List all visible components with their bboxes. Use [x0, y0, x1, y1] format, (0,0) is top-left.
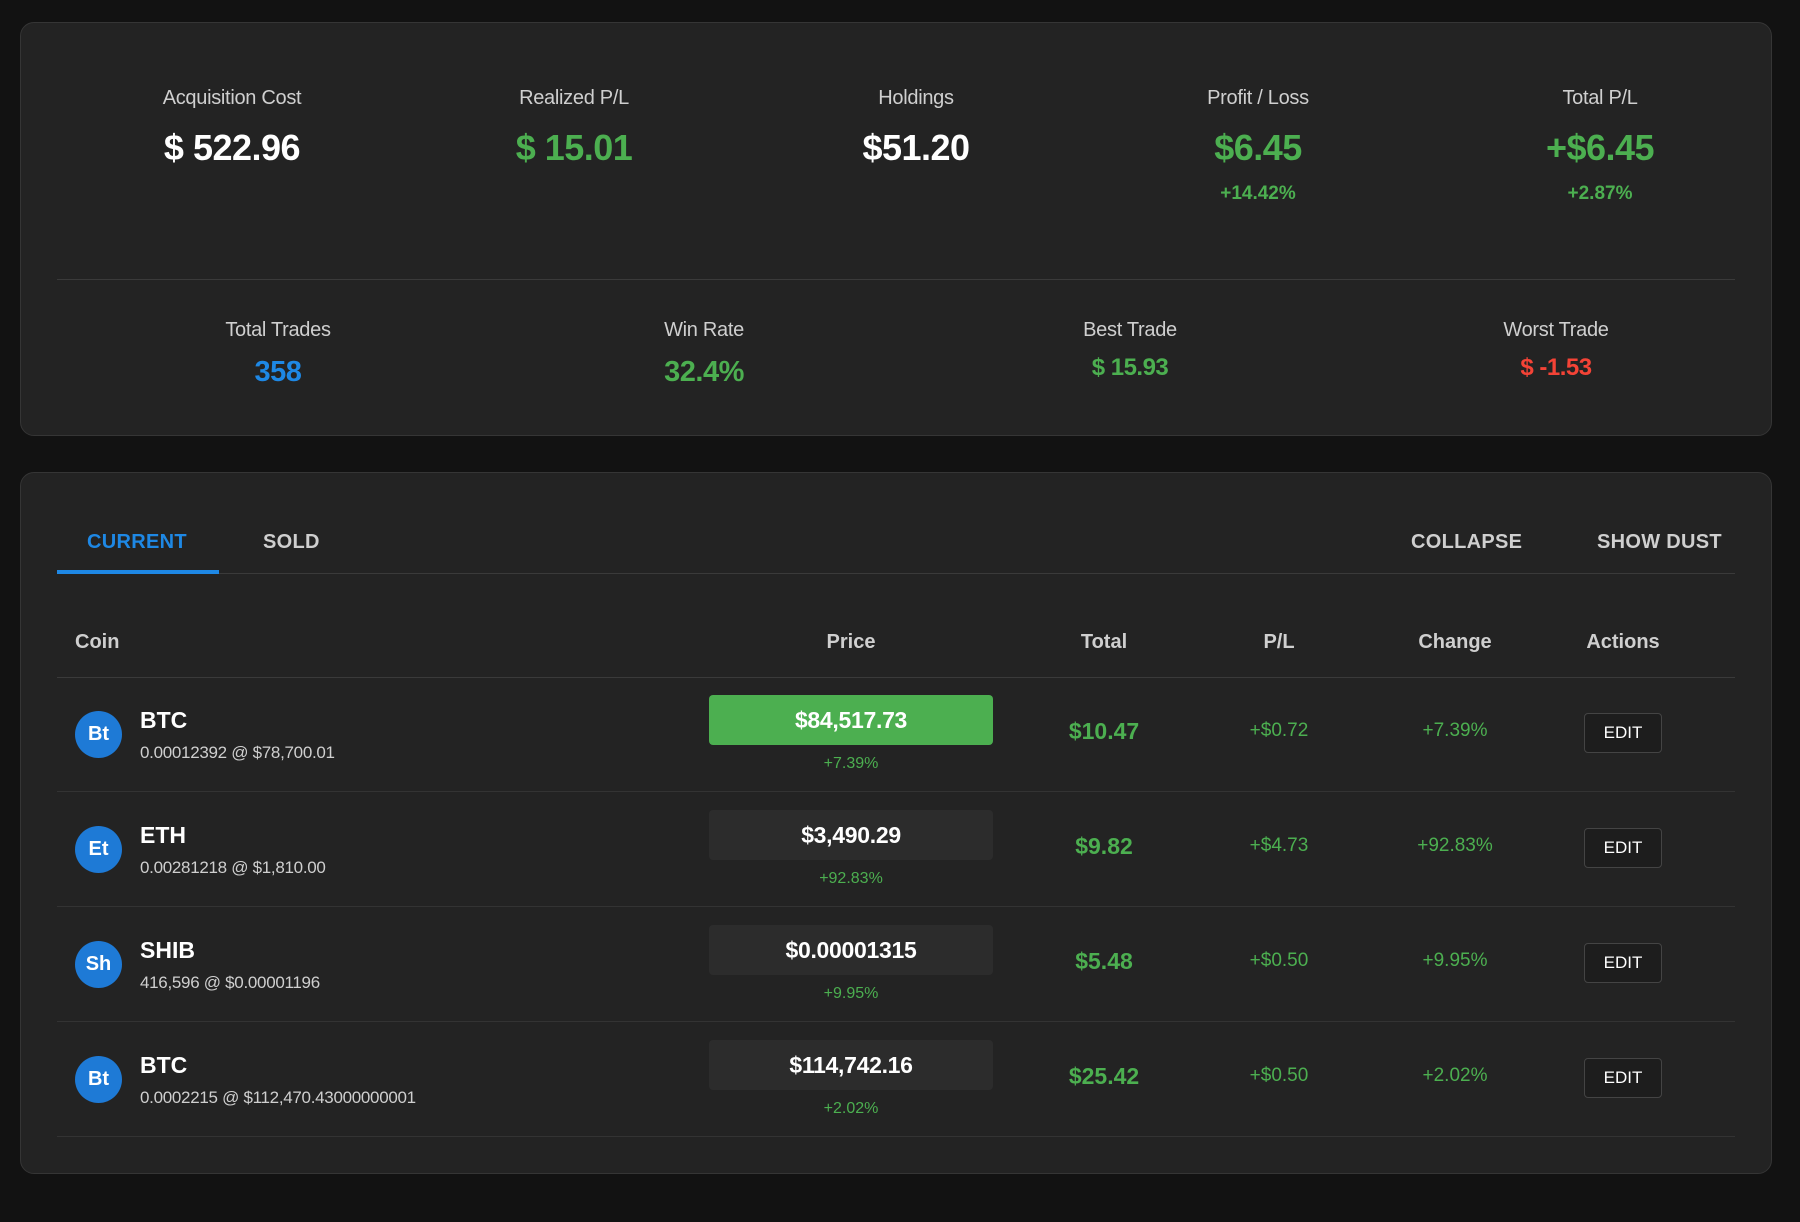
- coin-position-detail: 0.00281218 @ $1,810.00: [140, 858, 326, 877]
- stat-worst-trade: Worst Trade $ -1.53: [1343, 319, 1769, 382]
- table-row[interactable]: Sh SHIB 416,596 @ $0.00001196 $0.0000131…: [57, 907, 1735, 1022]
- stat-label: Acquisition Cost: [162, 87, 302, 109]
- total-value: $5.48: [1075, 948, 1133, 974]
- pl-value: +$0.72: [1249, 720, 1309, 741]
- coin-avatar: Et: [75, 826, 122, 873]
- change-value: +92.83%: [1417, 835, 1493, 856]
- stat-label: Best Trade: [1083, 319, 1177, 341]
- tab-bar: CURRENT SOLD COLLAPSE SHOW DUST: [57, 473, 1735, 574]
- stat-percent: +14.42%: [1220, 183, 1296, 204]
- column-header-coin[interactable]: Coin: [75, 631, 120, 653]
- stat-value: $ 15.01: [515, 127, 633, 168]
- stat-value: $ 522.96: [163, 127, 301, 168]
- stat-holdings: Holdings $51.20: [745, 87, 1087, 169]
- stat-value: $51.20: [862, 127, 970, 168]
- edit-button[interactable]: EDIT: [1584, 1058, 1662, 1098]
- stat-profit-loss: Profit / Loss $6.45 +14.42%: [1087, 87, 1429, 205]
- stat-label: Total Trades: [225, 319, 331, 341]
- column-header-price[interactable]: Price: [826, 631, 876, 653]
- coin-avatar: Bt: [75, 711, 122, 758]
- change-value: +7.39%: [1422, 720, 1488, 741]
- stat-value: $ -1.53: [1520, 354, 1592, 381]
- portfolio-stats-card: Acquisition Cost $ 522.96 Realized P/L $…: [20, 22, 1772, 436]
- price-change: +9.95%: [823, 985, 879, 1002]
- tab-sold[interactable]: SOLD: [263, 531, 320, 553]
- stat-label: Holdings: [878, 87, 954, 109]
- stat-value: 32.4%: [664, 356, 744, 388]
- stat-label: Win Rate: [664, 319, 744, 341]
- stat-label: Total P/L: [1562, 87, 1638, 109]
- column-header-change[interactable]: Change: [1418, 631, 1492, 653]
- price-badge: $114,742.16: [709, 1040, 993, 1090]
- stat-label: Profit / Loss: [1207, 87, 1309, 109]
- total-value: $9.82: [1075, 833, 1133, 859]
- price-change: +7.39%: [823, 755, 879, 772]
- coin-symbol: SHIB: [140, 937, 195, 963]
- price-change: +92.83%: [819, 870, 883, 887]
- coin-symbol: ETH: [140, 822, 186, 848]
- collapse-button[interactable]: COLLAPSE: [1411, 531, 1523, 553]
- stat-value: $6.45: [1214, 127, 1302, 168]
- stat-acquisition-cost: Acquisition Cost $ 522.96: [61, 87, 403, 169]
- pl-value: +$0.50: [1249, 1065, 1309, 1086]
- table-header: Coin Price Total P/L Change Actions: [57, 573, 1735, 678]
- coin-position-detail: 0.0002215 @ $112,470.43000000001: [140, 1088, 416, 1107]
- price-change: +2.02%: [823, 1100, 879, 1117]
- stat-total-pl: Total P/L +$6.45 +2.87%: [1429, 87, 1771, 205]
- coin-avatar: Bt: [75, 1056, 122, 1103]
- column-header-total[interactable]: Total: [1080, 631, 1128, 653]
- total-value: $10.47: [1068, 718, 1140, 744]
- stat-value: 358: [254, 356, 302, 388]
- price-badge: $3,490.29: [709, 810, 993, 860]
- holdings-card: CURRENT SOLD COLLAPSE SHOW DUST Coin Pri…: [20, 472, 1772, 1174]
- edit-button[interactable]: EDIT: [1584, 943, 1662, 983]
- total-value: $25.42: [1068, 1063, 1140, 1089]
- coin-avatar: Sh: [75, 941, 122, 988]
- coin-position-detail: 0.00012392 @ $78,700.01: [140, 743, 335, 762]
- table-row[interactable]: Bt BTC 0.0002215 @ $112,470.43000000001 …: [57, 1022, 1735, 1137]
- stat-value: $ 15.93: [1091, 354, 1169, 381]
- change-value: +2.02%: [1422, 1065, 1488, 1086]
- stat-label: Worst Trade: [1503, 319, 1609, 341]
- stat-total-trades: Total Trades 358: [65, 319, 491, 389]
- stat-label: Realized P/L: [519, 87, 629, 109]
- table-row[interactable]: Et ETH 0.00281218 @ $1,810.00 $3,490.29 …: [57, 792, 1735, 907]
- active-tab-indicator: [57, 570, 219, 574]
- stat-win-rate: Win Rate 32.4%: [491, 319, 917, 389]
- coin-symbol: BTC: [140, 1052, 188, 1078]
- stat-percent: +2.87%: [1567, 183, 1633, 204]
- stat-value: +$6.45: [1545, 127, 1655, 168]
- edit-button[interactable]: EDIT: [1584, 713, 1662, 753]
- coin-position-detail: 416,596 @ $0.00001196: [140, 973, 320, 992]
- coin-symbol: BTC: [140, 707, 188, 733]
- stats-divider: [57, 279, 1735, 280]
- stat-best-trade: Best Trade $ 15.93: [917, 319, 1343, 382]
- price-badge: $0.00001315: [709, 925, 993, 975]
- column-header-pl[interactable]: P/L: [1263, 631, 1295, 653]
- price-badge: $84,517.73: [709, 695, 993, 745]
- column-header-actions: Actions: [1586, 631, 1660, 653]
- tab-current[interactable]: CURRENT: [87, 531, 187, 553]
- pl-value: +$4.73: [1249, 835, 1309, 856]
- show-dust-button[interactable]: SHOW DUST: [1597, 531, 1722, 553]
- stat-realized-pl: Realized P/L $ 15.01: [403, 87, 745, 169]
- change-value: +9.95%: [1422, 950, 1488, 971]
- edit-button[interactable]: EDIT: [1584, 828, 1662, 868]
- table-row[interactable]: Bt BTC 0.00012392 @ $78,700.01 $84,517.7…: [57, 677, 1735, 792]
- pl-value: +$0.50: [1249, 950, 1309, 971]
